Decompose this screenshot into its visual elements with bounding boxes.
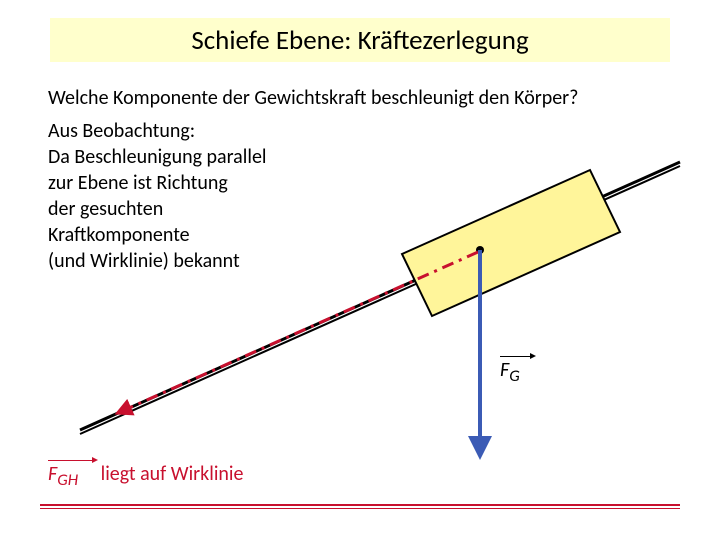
cg-dot [476,246,484,254]
body-text: Aus Beobachtung: Da Beschleunigung paral… [48,118,267,274]
fgh-label: FGH liegt auf Wirklinie [48,462,243,490]
wirklinie-dash [120,252,478,412]
footer-rule [40,504,680,506]
footer-rule-thin [40,508,680,509]
block-body [402,170,620,316]
page-title: Schiefe Ebene: Kräftezerlegung [191,24,528,57]
title-bar: Schiefe Ebene: Kräftezerlegung [50,18,670,62]
question-text: Welche Komponente der Gewichtskraft besc… [48,86,578,110]
fg-label: FG [500,358,520,386]
